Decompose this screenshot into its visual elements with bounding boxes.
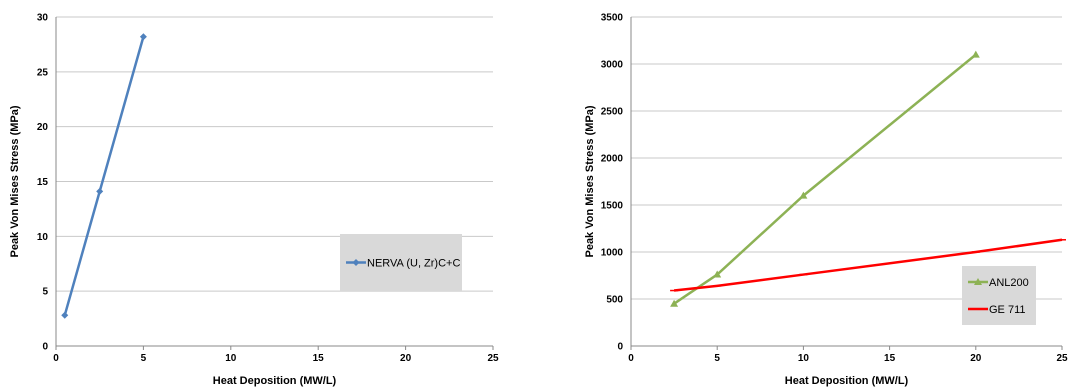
- x-tick-label: 25: [1056, 353, 1068, 364]
- x-tick-label: 15: [313, 353, 325, 364]
- legend-label: NERVA (U, Zr)C+C: [367, 258, 460, 270]
- y-tick-label: 15: [37, 177, 49, 188]
- y-tick-label: 0: [617, 342, 623, 353]
- x-tick-label: 0: [53, 353, 59, 364]
- series-line-1: [673, 53, 977, 305]
- y-tick-label: 2000: [601, 154, 624, 165]
- y-tick-label: 10: [37, 232, 49, 243]
- y-tick-label: 20: [37, 122, 49, 133]
- data-point: [96, 187, 104, 195]
- chart-2: 0 500 1000 1500 2000 2500 3000 3500 0 5 10 15 20 25 He…: [584, 13, 1068, 388]
- x-tick-label: 5: [714, 353, 720, 364]
- y-axis-title: Peak Von Mises Stress (MPa): [9, 105, 21, 257]
- legend-box: [962, 266, 1036, 325]
- y-tick-label: 2500: [601, 107, 624, 118]
- series-line-1: [63, 36, 145, 316]
- data-point: [713, 270, 722, 278]
- y-tick-label: 3500: [601, 13, 624, 24]
- data-point: [670, 299, 679, 307]
- x-tick-label: 20: [400, 353, 412, 364]
- x-axis-title: Heat Deposition (MW/L): [785, 375, 909, 387]
- data-point: [61, 311, 69, 319]
- y-tick-label: 0: [42, 342, 48, 353]
- x-tick-label: 0: [628, 353, 634, 364]
- x-tick-label: 10: [798, 353, 810, 364]
- y-axis-title: Peak Von Mises Stress (MPa): [584, 105, 596, 257]
- x-tick-label: 5: [141, 353, 147, 364]
- y-tick-label: 1000: [601, 248, 624, 259]
- x-axis-title: Heat Deposition (MW/L): [213, 375, 337, 387]
- legend: NERVA (U, Zr)C+C: [340, 234, 462, 291]
- x-tick-label: 20: [970, 353, 982, 364]
- data-point: [799, 191, 808, 199]
- data-point: [139, 33, 147, 41]
- legend-marker: [352, 259, 360, 266]
- chart-1: 0 5 10 15 20 25 30 0 5 10 15 20 25 Heat Deposition (M…: [9, 13, 499, 388]
- x-tick-label: 25: [487, 353, 499, 364]
- y-tick-label: 30: [37, 13, 49, 24]
- legend: ANL200 GE 711: [962, 266, 1036, 325]
- y-tick-label: 3000: [601, 60, 624, 71]
- legend-label: ANL200: [989, 277, 1029, 289]
- data-point: [971, 50, 980, 58]
- y-tick-label: 500: [606, 295, 623, 306]
- x-tick-label: 15: [884, 353, 896, 364]
- legend-marker: [974, 278, 982, 285]
- y-tick-label: 25: [37, 67, 49, 78]
- y-tick-label: 1500: [601, 201, 624, 212]
- x-tick-label: 10: [225, 353, 237, 364]
- y-tick-label: 5: [42, 287, 48, 298]
- legend-label: GE 711: [989, 304, 1026, 316]
